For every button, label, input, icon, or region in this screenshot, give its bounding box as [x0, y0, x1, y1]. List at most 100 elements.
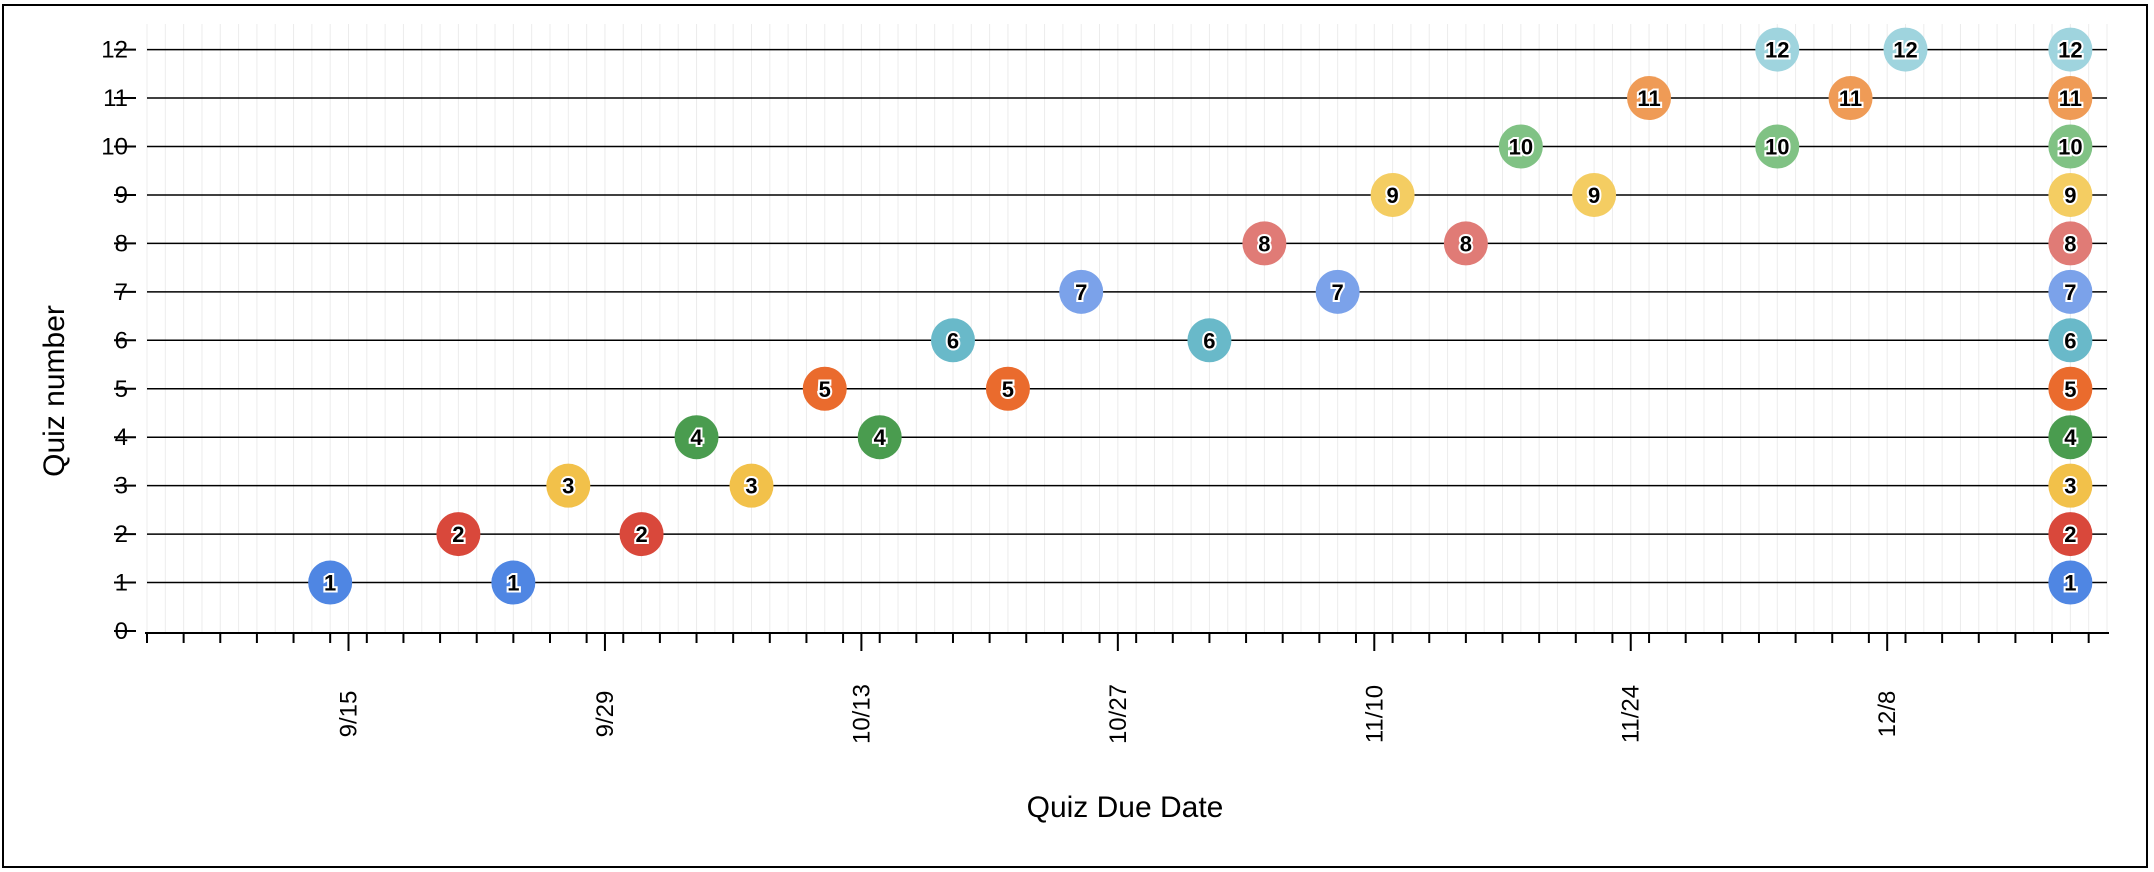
marker-circle: [619, 512, 664, 557]
marker-circle: [2048, 124, 2093, 169]
marker-label: 5: [819, 377, 831, 402]
marker-circle: [491, 560, 536, 605]
marker-label: 8: [2064, 231, 2076, 256]
quiz-marker: 9: [2048, 172, 2093, 217]
x-tick-label: 11/10: [1361, 685, 1388, 743]
marker-circle: [1242, 221, 1287, 266]
y-tick-label: 2: [115, 521, 128, 548]
marker-circle: [2048, 366, 2093, 411]
marker-circle: [1572, 172, 1617, 217]
scatter-chart: 9/15 9/29 10/13 10/27 11/10 11/24 12/8 0123456…: [38, 24, 2109, 824]
quiz-marker: 8: [1242, 221, 1287, 266]
quiz-marker: 3: [2048, 463, 2093, 508]
marker-circle: [802, 366, 847, 411]
marker-label: 4: [874, 425, 887, 450]
marker-label: 6: [947, 328, 959, 353]
marker-circle: [1443, 221, 1488, 266]
y-tick-label: 5: [115, 376, 128, 403]
marker-circle: [674, 415, 719, 460]
marker-label: 8: [1460, 231, 1472, 256]
marker-label: 4: [2064, 425, 2077, 450]
marker-label: 12: [1765, 38, 1789, 63]
quiz-marker: 11: [1627, 76, 1672, 121]
quiz-marker: 7: [2048, 269, 2093, 314]
marker-label: 7: [1075, 280, 1087, 305]
vertical-gridlines: [146, 24, 2108, 633]
marker-label: 12: [1893, 38, 1917, 63]
y-tick-label: 3: [115, 473, 128, 500]
quiz-marker: 2: [436, 512, 481, 557]
marker-circle: [1059, 269, 1104, 314]
marker-circle: [2048, 512, 2093, 557]
quiz-marker: 6: [1187, 318, 1232, 363]
quiz-marker: 6: [2048, 318, 2093, 363]
quiz-marker: 11: [2048, 76, 2093, 121]
marker-label: 10: [1509, 135, 1533, 160]
marker-circle: [1755, 27, 1800, 72]
y-tick-label: 11: [103, 85, 128, 112]
quiz-marker: 7: [1059, 269, 1104, 314]
x-tick-label: 9/29: [592, 691, 619, 738]
y-tick-label: 9: [115, 182, 128, 209]
quiz-marker: 10: [1498, 124, 1543, 169]
marker-label: 2: [2064, 522, 2076, 547]
quiz-marker: 10: [1755, 124, 1800, 169]
marker-label: 3: [562, 474, 574, 499]
horizontal-gridlines: [147, 48, 2107, 584]
marker-label: 2: [452, 522, 464, 547]
quiz-marker: 2: [2048, 512, 2093, 557]
marker-circle: [729, 463, 774, 508]
x-tick-label: 12/8: [1874, 691, 1901, 738]
marker-circle: [1315, 269, 1360, 314]
marker-circle: [1187, 318, 1232, 363]
marker-circle: [857, 415, 902, 460]
marker-circle: [1627, 76, 1672, 121]
y-tick-label: 10: [101, 134, 128, 161]
marker-circle: [2048, 76, 2093, 121]
quiz-marker: 5: [2048, 366, 2093, 411]
marker-label: 9: [1588, 183, 1600, 208]
marker-label: 11: [1637, 86, 1660, 111]
marker-circle: [2048, 269, 2093, 314]
marker-circle: [1828, 76, 1873, 121]
quiz-marker: 1: [308, 560, 353, 605]
marker-label: 11: [1839, 86, 1862, 111]
quiz-marker: 4: [674, 415, 719, 460]
marker-label: 10: [2058, 135, 2082, 160]
quiz-marker: 7: [1315, 269, 1360, 314]
quiz-marker: 9: [1370, 172, 1415, 217]
quiz-marker: 6: [930, 318, 975, 363]
marker-label: 4: [690, 425, 703, 450]
x-axis-title: Quiz Due Date: [1027, 791, 1224, 824]
marker-label: 6: [1203, 328, 1215, 353]
marker-circle: [436, 512, 481, 557]
x-tick-label: 10/13: [848, 684, 875, 744]
quiz-marker: 5: [802, 366, 847, 411]
quiz-marker: 3: [546, 463, 591, 508]
marker-circle: [308, 560, 353, 605]
x-axis: 9/15 9/29 10/13 10/27 11/10 11/24 12/8: [145, 632, 2109, 744]
marker-circle: [1755, 124, 1800, 169]
quiz-marker: 12: [2048, 27, 2093, 72]
marker-label: 8: [1258, 231, 1270, 256]
quiz-marker: 11: [1828, 76, 1873, 121]
marker-label: 1: [507, 571, 519, 596]
marker-label: 1: [2064, 571, 2076, 596]
marker-circle: [2048, 27, 2093, 72]
marker-circle: [546, 463, 591, 508]
marker-label: 9: [2064, 183, 2076, 208]
quiz-marker: 4: [2048, 415, 2093, 460]
quiz-marker: 12: [1755, 27, 1800, 72]
marker-label: 12: [2058, 38, 2082, 63]
marker-circle: [1498, 124, 1543, 169]
quiz-marker: 2: [619, 512, 664, 557]
marker-label: 10: [1765, 135, 1789, 160]
y-axis-title: Quiz number: [38, 305, 71, 477]
marker-label: 1: [324, 571, 336, 596]
marker-circle: [1370, 172, 1415, 217]
marker-circle: [1883, 27, 1928, 72]
marker-circle: [2048, 172, 2093, 217]
marker-label: 7: [2064, 280, 2076, 305]
